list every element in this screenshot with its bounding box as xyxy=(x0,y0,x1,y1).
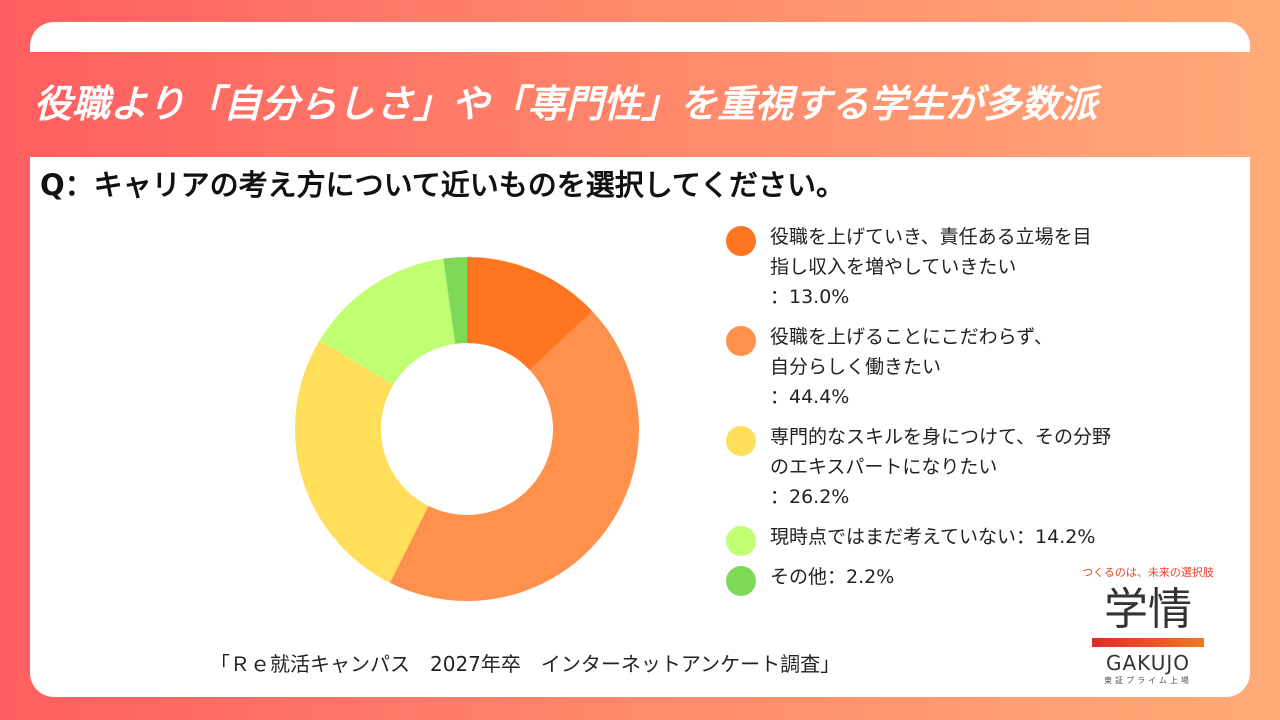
legend-swatch xyxy=(726,226,756,256)
legend-label: 役職を上げることにこだわらず、 xyxy=(770,326,1053,348)
question-text: Q：キャリアの考え方について近いものを選択してください。 xyxy=(40,168,846,202)
logo-bar xyxy=(1092,638,1204,647)
logo-tagline: つくるのは、未来の選択肢 xyxy=(1082,566,1214,579)
legend-label: 自分らしく働きたい xyxy=(770,356,942,378)
source-note: 「Ｒｅ就活キャンパス 2027年卒 インターネットアンケート調査」 xyxy=(210,652,841,676)
logo-name-en: GAKUJO xyxy=(1105,651,1191,675)
legend-swatch xyxy=(726,566,756,596)
legend-item: 役職を上げることにこだわらず、 自分らしく働きたい ：44.4% xyxy=(726,322,1166,412)
legend-item: 役職を上げていき、責任ある立場を目 指し収入を増やしていきたい ：13.0% xyxy=(726,222,1166,312)
legend-label: 現時点ではまだ考えていない：14.2% xyxy=(770,526,1096,548)
logo-sub: 東証プライム上場 xyxy=(1104,676,1192,685)
gakujo-logo: つくるのは、未来の選択肢 学情 GAKUJO 東証プライム上場 xyxy=(1078,564,1218,686)
legend-label: 専門的なスキルを身につけて、その分野 xyxy=(770,426,1112,448)
donut-slice-2 xyxy=(389,311,639,601)
title-banner: 役職より「自分らしさ」や「専門性」を重視する学生が多数派 xyxy=(30,52,1250,157)
legend-swatch xyxy=(726,426,756,456)
infographic-card: 役職より「自分らしさ」や「専門性」を重視する学生が多数派 Q：キャリアの考え方に… xyxy=(30,22,1250,697)
page-title: 役職より「自分らしさ」や「専門性」を重視する学生が多数派 xyxy=(34,82,1098,126)
legend-label: ：26.2% xyxy=(770,486,850,508)
legend-item: その他：2.2% xyxy=(726,562,1166,596)
legend-swatch xyxy=(726,526,756,556)
donut-slice-1 xyxy=(467,257,593,371)
legend-item: 現時点ではまだ考えていない：14.2% xyxy=(726,522,1166,556)
legend-label: ：44.4% xyxy=(770,386,850,408)
donut-slice-4 xyxy=(319,258,456,385)
donut-chart xyxy=(295,257,639,601)
donut-slice-5 xyxy=(443,257,467,344)
legend-label: 指し収入を増やしていきたい xyxy=(770,256,1017,278)
legend-label: のエキスパートになりたい xyxy=(770,456,998,478)
logo-name-jp: 学情 xyxy=(1104,584,1192,635)
donut-slice-3 xyxy=(295,340,429,583)
legend-label: その他：2.2% xyxy=(770,566,895,588)
legend: 役職を上げていき、責任ある立場を目 指し収入を増やしていきたい ：13.0% 役職を上… xyxy=(726,222,1166,602)
legend-label: 役職を上げていき、責任ある立場を目 xyxy=(770,226,1092,248)
legend-swatch xyxy=(726,326,756,356)
legend-label: ：13.0% xyxy=(770,286,850,308)
legend-item: 専門的なスキルを身につけて、その分野 のエキスパートになりたい ：26.2% xyxy=(726,422,1166,512)
